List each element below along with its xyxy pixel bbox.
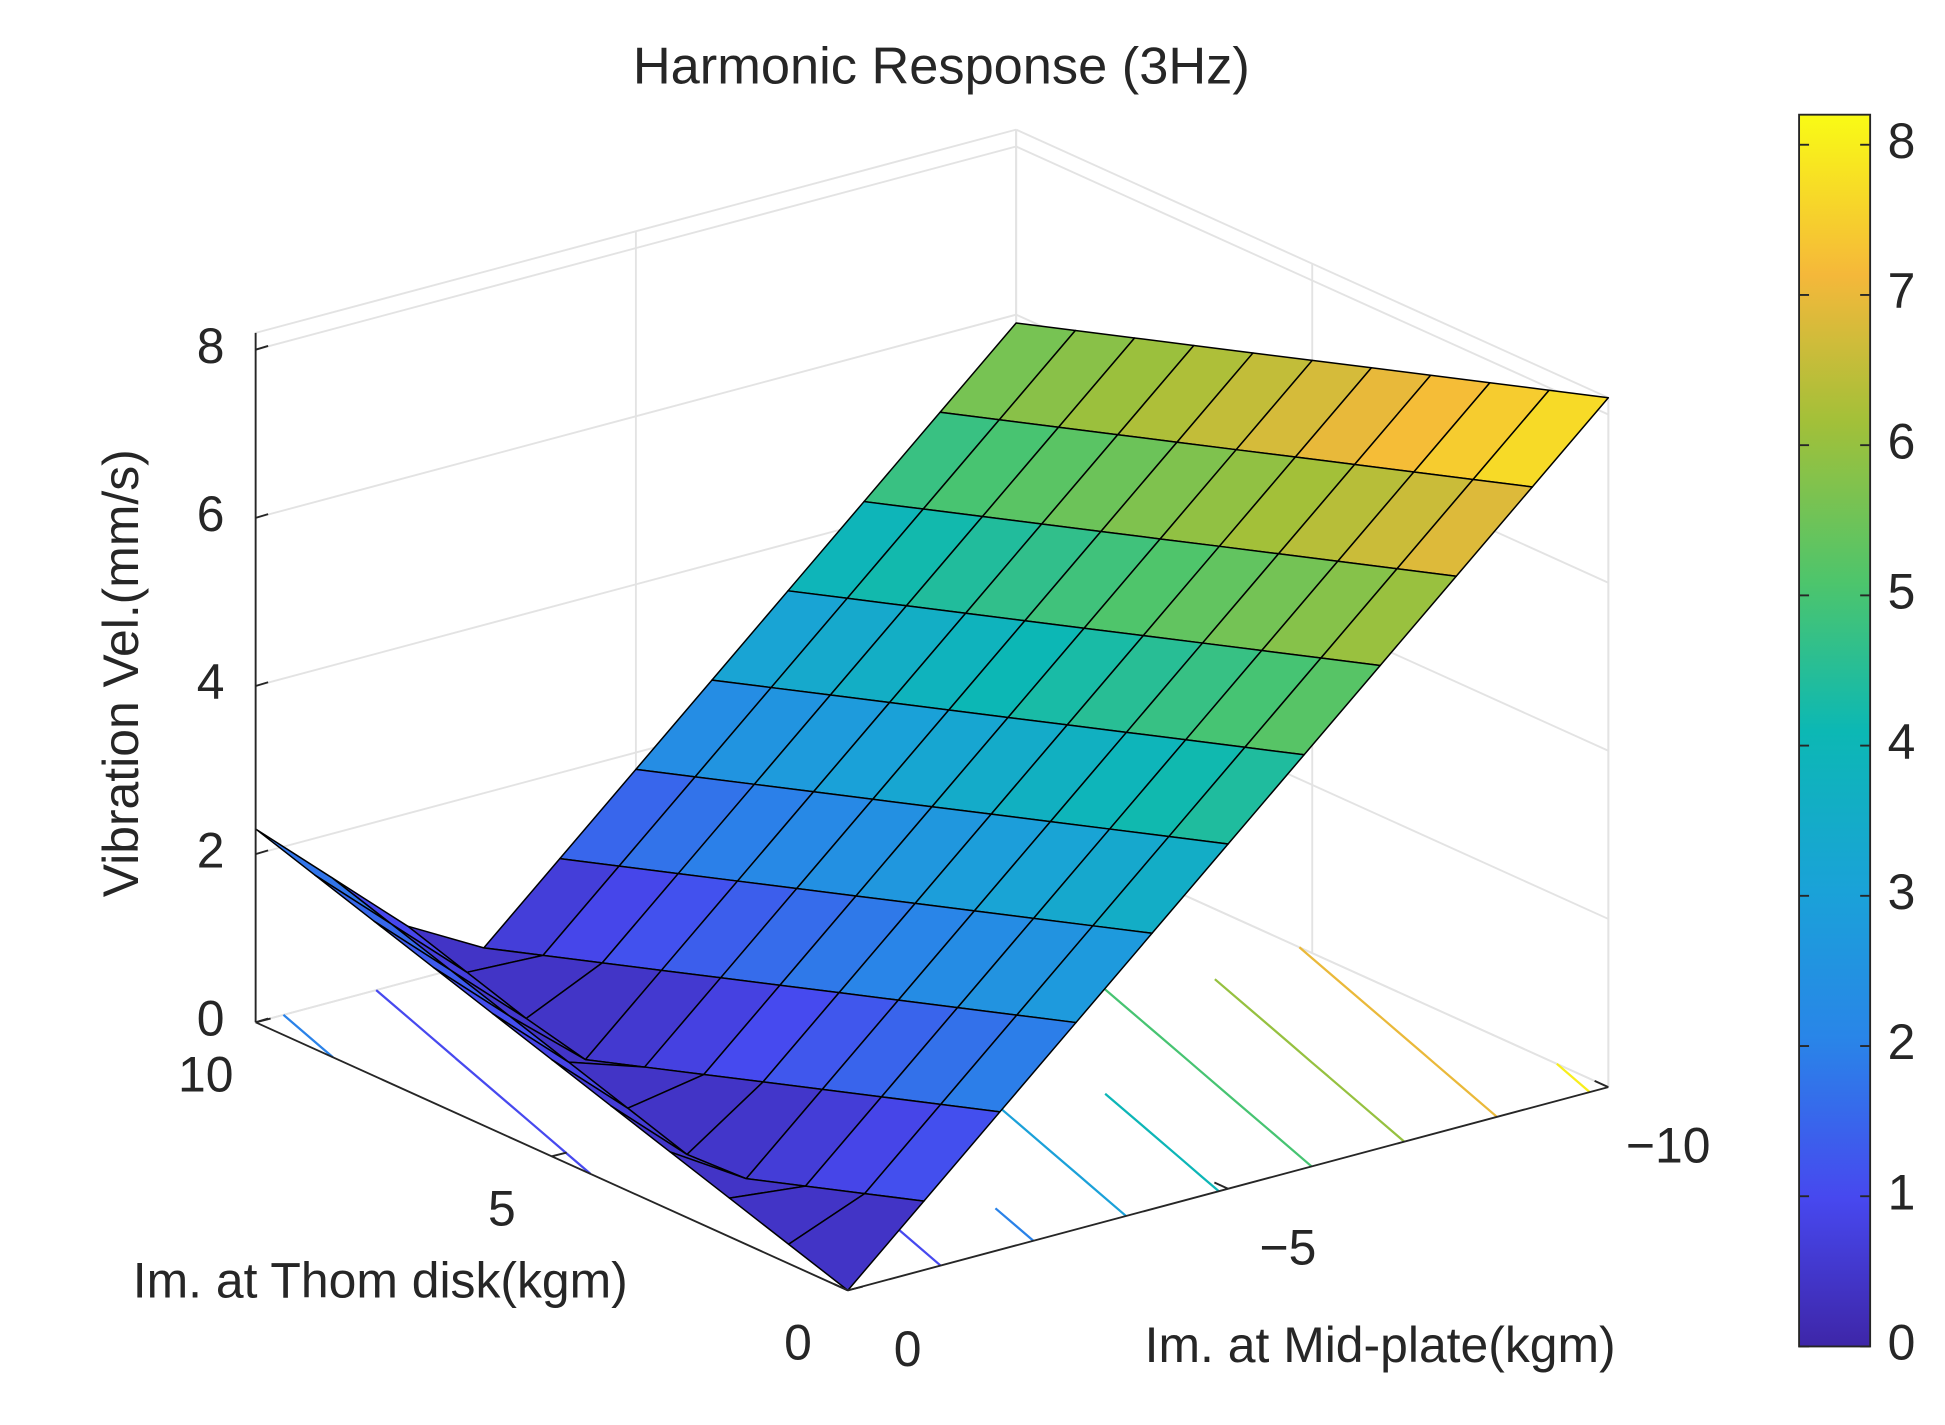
colorbar-tick-label: 8 (1888, 113, 1916, 169)
box-edge (1015, 128, 1609, 399)
y-tick-label: 10 (178, 1047, 233, 1103)
x-tick (833, 1283, 849, 1292)
y-tick-label: 5 (488, 1181, 516, 1237)
z-tick-label: 2 (197, 822, 225, 878)
y-axis-label: Im. at Thom disk(kgm) (133, 1252, 628, 1308)
x-tick (1213, 1181, 1229, 1190)
surface-patch (787, 1192, 925, 1292)
colorbar-tick-label: 5 (1888, 564, 1916, 620)
z-tick (255, 345, 269, 351)
z-tick (255, 849, 269, 856)
z-tick-label: 6 (197, 486, 225, 542)
colorbar-tick-label: 3 (1888, 864, 1916, 920)
z-tick-label: 8 (197, 318, 225, 374)
x-axis-label: Im. at Mid-plate(kgm) (1145, 1317, 1616, 1373)
colorbar-tick-label: 0 (1888, 1315, 1916, 1371)
surface-patch (330, 876, 468, 974)
colorbar-tick-label: 4 (1888, 714, 1916, 770)
x-tick-label: 0 (894, 1321, 922, 1377)
surface-patch (254, 828, 392, 925)
chart-title: Harmonic Response (3Hz) (633, 38, 1250, 96)
x-tick-label: −10 (1626, 1118, 1711, 1174)
y-tick (551, 1151, 567, 1158)
z-tick-label: 0 (197, 990, 225, 1046)
z-tick-label: 4 (197, 654, 225, 710)
surface-patch (314, 874, 451, 971)
x-tick (1594, 1080, 1609, 1088)
colorbar-tick-label: 1 (1888, 1164, 1916, 1220)
y-tick-label: 0 (784, 1315, 812, 1371)
colorbar-tick-label: 2 (1888, 1014, 1916, 1070)
colorbar-tick-label: 6 (1888, 413, 1916, 469)
y-tick (255, 1017, 271, 1024)
y-tick (847, 1285, 864, 1292)
colorbar (1798, 113, 1872, 1348)
z-tick (255, 513, 269, 519)
x-tick-label: −5 (1259, 1219, 1316, 1275)
contour-line (1298, 946, 1498, 1118)
colorbar-tick-label: 7 (1888, 263, 1916, 319)
z-tick (255, 681, 269, 687)
contour-line (1556, 1062, 1591, 1093)
z-axis-label: Vibration Vel.(mm/s) (93, 449, 149, 897)
